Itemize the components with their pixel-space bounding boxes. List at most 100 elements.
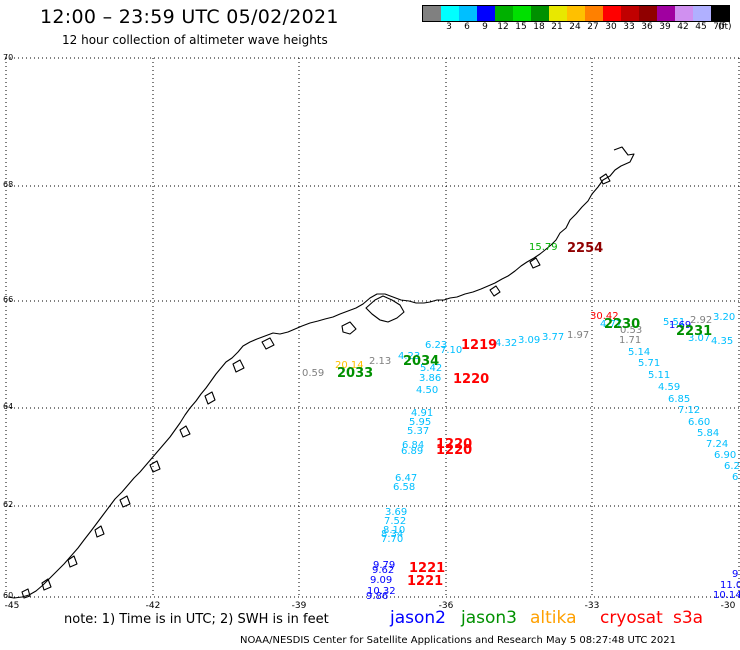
color-scale-label: 3	[446, 22, 452, 32]
wave-height-value: 5.71	[638, 358, 661, 369]
satellite-legend-altika: altika	[530, 608, 577, 628]
wave-height-value: 7.10	[440, 345, 463, 356]
wave-height-value: 6.2	[724, 461, 740, 472]
wave-height-value: 9.09	[370, 575, 393, 586]
color-scale-unit: (ft)	[718, 22, 732, 32]
color-scale-label: 30	[605, 22, 617, 32]
color-scale-label: 24	[569, 22, 581, 32]
color-scale-label: 12	[497, 22, 509, 32]
color-swatch	[423, 6, 441, 21]
wave-height-value: 6.90	[714, 450, 737, 461]
wave-height-value: 5.11	[648, 370, 671, 381]
wave-height-value: 2.92	[690, 315, 713, 326]
pass-time-label: 1221	[407, 574, 444, 589]
wave-height-value: 7.12	[678, 405, 701, 416]
pass-time-label: 2254	[567, 241, 604, 256]
wave-height-value: 5.42	[420, 363, 443, 374]
chart-title: 12:00 – 23:59 UTC 05/02/2021	[40, 6, 339, 28]
wave-height-value: 6.60	[688, 417, 711, 428]
satellite-legend-s3a: s3a	[673, 608, 704, 628]
wave-height-value: 6	[732, 472, 739, 483]
wave-height-value: 1.97	[567, 330, 590, 341]
wave-height-value: 10.32	[367, 586, 396, 597]
satellite-legend-jason3: jason3	[461, 608, 517, 628]
color-swatch	[531, 6, 549, 21]
pass-time-label: 1220	[453, 372, 490, 387]
wave-height-value: 4.59	[658, 382, 681, 393]
lat-label: 60	[3, 591, 14, 600]
color-swatch	[477, 6, 495, 21]
pass-time-label: 1220	[436, 443, 473, 458]
lat-label: 62	[3, 500, 14, 509]
wave-height-value: 3.09	[518, 335, 541, 346]
wave-height-value: 1.71	[619, 335, 642, 346]
color-scale-label: 15	[515, 22, 527, 32]
wave-height-value: 0.53	[620, 325, 643, 336]
color-scale-labels: 3 6 9 12 15 18 21 24 27 30 33 36 39 42 45 70	[422, 22, 728, 32]
wave-height-value: 20.14	[335, 360, 364, 371]
color-scale-label: 42	[677, 22, 689, 32]
wave-height-value: 3.69	[385, 507, 408, 518]
pass-time-label: 2033	[337, 366, 374, 381]
color-swatch	[567, 6, 585, 21]
lat-label: 70	[3, 53, 14, 62]
lon-label: -36	[438, 601, 454, 611]
credit-line: NOAA/NESDIS Center for Satellite Applica…	[240, 635, 676, 646]
wave-height-value: 1.69	[669, 320, 692, 331]
wave-height-value: 11.0	[720, 580, 740, 591]
wave-height-value: 4.50	[416, 385, 439, 396]
color-scale-label: 27	[587, 22, 599, 32]
wave-height-value: 8.34	[381, 529, 404, 540]
color-swatch	[603, 6, 621, 21]
color-scale-label: 33	[623, 22, 635, 32]
color-scale-label: 70	[713, 22, 725, 32]
color-swatch	[441, 6, 459, 21]
satellite-legend-cryosat: cryosat	[600, 608, 663, 628]
wave-height-value: 5.14	[628, 347, 651, 358]
pass-time-label: 2230	[604, 317, 641, 332]
color-scale-label: 21	[551, 22, 563, 32]
lon-label: -33	[584, 601, 600, 611]
greenland-coastline	[7, 146, 635, 599]
pass-time-label: 1219	[461, 338, 498, 353]
wave-height-value: 9.62	[372, 565, 395, 576]
wave-height-value: 7.70	[381, 534, 404, 545]
wave-height-value: 30.42	[590, 311, 619, 322]
lon-label: -39	[291, 601, 307, 611]
wave-height-value: 6.23	[425, 340, 448, 351]
wave-height-value: 7.24	[706, 439, 729, 450]
wave-height-value: 4.23	[398, 351, 421, 362]
wave-height-value: 10.14	[713, 590, 740, 601]
color-swatch	[513, 6, 531, 21]
color-swatch	[459, 6, 477, 21]
wave-height-value: 4.91	[411, 408, 434, 419]
footnote: note: 1) Time is in UTC; 2) SWH is in fe…	[64, 612, 329, 627]
color-swatch	[621, 6, 639, 21]
pass-time-label: 1221	[409, 561, 446, 576]
satellite-legend-jason2: jason2	[390, 608, 446, 628]
color-swatch	[585, 6, 603, 21]
lat-label: 64	[3, 402, 14, 411]
wave-height-value: 3.77	[542, 332, 565, 343]
wave-height-value: 4.77	[600, 319, 623, 330]
color-swatch	[657, 6, 675, 21]
color-swatch	[495, 6, 513, 21]
wave-height-value: 9.86	[366, 591, 389, 602]
wave-height-value: 3.86	[419, 373, 442, 384]
wave-height-value: 5.51	[663, 317, 686, 328]
wave-height-value: 3.20	[713, 312, 736, 323]
color-scale-bar	[422, 5, 730, 22]
color-scale-label: 36	[641, 22, 653, 32]
color-scale-label: 9	[482, 22, 488, 32]
pass-time-label: 2231	[676, 324, 713, 339]
wave-height-value: 5.84	[697, 428, 720, 439]
wave-height-value: 6.58	[393, 482, 416, 493]
lat-label: 68	[3, 180, 14, 189]
wave-height-value: 5.95	[409, 417, 432, 428]
chart-subtitle: 12 hour collection of altimeter wave hei…	[62, 33, 328, 47]
color-swatch	[639, 6, 657, 21]
wave-height-value: 6.85	[668, 394, 691, 405]
wave-height-value: 0.59	[302, 368, 325, 379]
color-scale-label: 6	[464, 22, 470, 32]
